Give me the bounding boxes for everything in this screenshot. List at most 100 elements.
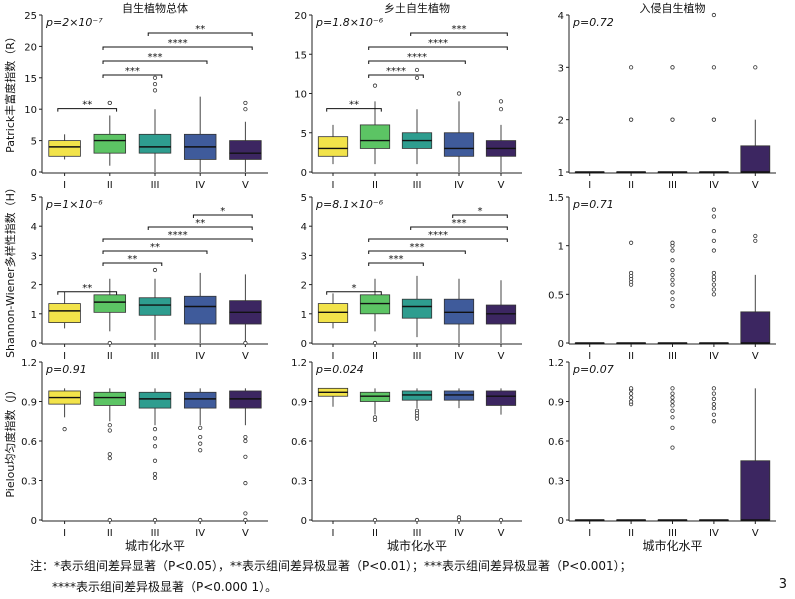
outlier-point: [670, 386, 675, 391]
x-tick-label: III: [413, 180, 422, 191]
x-tick-label: V: [498, 528, 505, 539]
bracket-label: *: [220, 206, 225, 217]
box-V: [229, 100, 262, 172]
box-body: [93, 133, 127, 154]
box-IV: [699, 12, 729, 173]
bracket-label: **: [82, 283, 92, 294]
bracket-label: ***: [148, 52, 163, 63]
outlier-point: [711, 402, 717, 407]
y-tick-label: 25: [24, 11, 37, 22]
outlier-point: [414, 416, 420, 421]
x-tick-label: II: [628, 528, 634, 539]
page-number: 3: [778, 577, 787, 592]
p-value-label: p=0.91: [45, 363, 87, 376]
outlier-point: [711, 248, 717, 253]
box-body: [359, 124, 391, 149]
bracket-label: ***: [452, 218, 467, 229]
outlier-point: [670, 395, 675, 400]
y-tick-label: 1: [301, 310, 307, 321]
outlier-point: [414, 67, 420, 73]
p-value-label: p=0.72: [572, 16, 614, 29]
y-tick-label: 1: [558, 168, 564, 179]
box-II: [93, 388, 127, 523]
significance-bracket: ****: [368, 230, 508, 242]
significance-bracket: **: [102, 242, 208, 254]
outlier-point: [152, 88, 158, 93]
box-body: [183, 295, 217, 325]
box-III: [657, 240, 688, 344]
boxplot-panel-J-total: 00.30.60.91.2I II III IV Vp=0.91: [21, 358, 268, 539]
x-tick-label: IV: [195, 528, 205, 539]
x-tick-label: III: [668, 528, 677, 539]
outlier-point: [372, 417, 378, 423]
outlier-point: [711, 12, 717, 18]
bracket-line: [368, 250, 466, 254]
y-tick-label: 0.3: [21, 477, 37, 488]
outlier-point: [628, 395, 634, 400]
box-III: [401, 388, 433, 523]
outlier-point: [414, 517, 420, 523]
x-tick-label: II: [628, 180, 634, 191]
outlier-point: [152, 427, 158, 432]
x-tick-label: I: [332, 180, 335, 191]
box-III: [138, 267, 172, 341]
outlier-point: [670, 240, 675, 245]
box-IV: [443, 91, 475, 172]
box-IV: [183, 96, 217, 172]
outlier-point: [670, 408, 675, 413]
box-body: [740, 460, 771, 521]
significance-bracket: ****: [102, 230, 253, 242]
significance-bracket: ****: [368, 38, 508, 50]
y-tick-label: 2: [31, 281, 37, 292]
outlier-point: [628, 399, 634, 404]
box-II: [616, 65, 646, 173]
box-II: [359, 388, 391, 523]
row-label: Shannon-Wiener多样性指数（H）: [3, 182, 17, 358]
bracket-line: [410, 32, 508, 36]
outlier-point: [753, 233, 758, 239]
column-title: 自生植物总体: [122, 1, 188, 15]
box-IV: [183, 272, 217, 343]
box-body: [93, 391, 127, 406]
outlier-point: [628, 240, 634, 245]
x-tick-label: II: [372, 180, 378, 191]
y-tick-label: 0.3: [291, 477, 307, 488]
outlier-point: [498, 99, 504, 104]
bracket-line: [57, 291, 118, 295]
y-tick-label: 15: [294, 50, 307, 61]
bracket-line: [147, 32, 253, 36]
bracket-label: *: [352, 283, 357, 294]
column-title: 入侵自生植物: [640, 1, 706, 15]
x-tick-label: III: [413, 528, 422, 539]
outlier-point: [498, 517, 504, 523]
outlier-point: [628, 386, 634, 391]
row-label: Patrick丰富度指数（R）: [3, 31, 17, 153]
bracket-label: **: [150, 242, 160, 253]
box-body: [485, 390, 517, 406]
outlier-point: [152, 475, 158, 480]
box-I: [317, 124, 349, 165]
bracket-line: [102, 60, 208, 64]
box-body: [229, 140, 262, 160]
bracket-label: ***: [389, 254, 404, 265]
y-tick-label: 1.2: [21, 358, 37, 369]
bracket-label: ****: [168, 38, 188, 49]
outlier-point: [711, 228, 717, 234]
boxplot-panel-J-invasive: 00.30.60.91.2I II III IV Vp=0.07: [548, 358, 776, 539]
x-tick-label: IV: [195, 180, 205, 191]
significance-bracket: *: [452, 206, 508, 218]
significance-bracket: **: [57, 283, 118, 295]
bracket-line: [57, 108, 118, 112]
x-tick-label: IV: [454, 180, 464, 191]
outlier-point: [670, 277, 675, 282]
box-III: [657, 65, 688, 173]
x-tick-label: V: [498, 351, 505, 362]
bracket-label: *: [478, 206, 483, 217]
box-V: [485, 280, 517, 343]
box-IV: [443, 388, 475, 523]
x-tick-label: II: [628, 351, 634, 362]
box-III: [138, 388, 172, 523]
y-tick-label: 20: [24, 42, 37, 53]
box-V: [229, 274, 262, 346]
